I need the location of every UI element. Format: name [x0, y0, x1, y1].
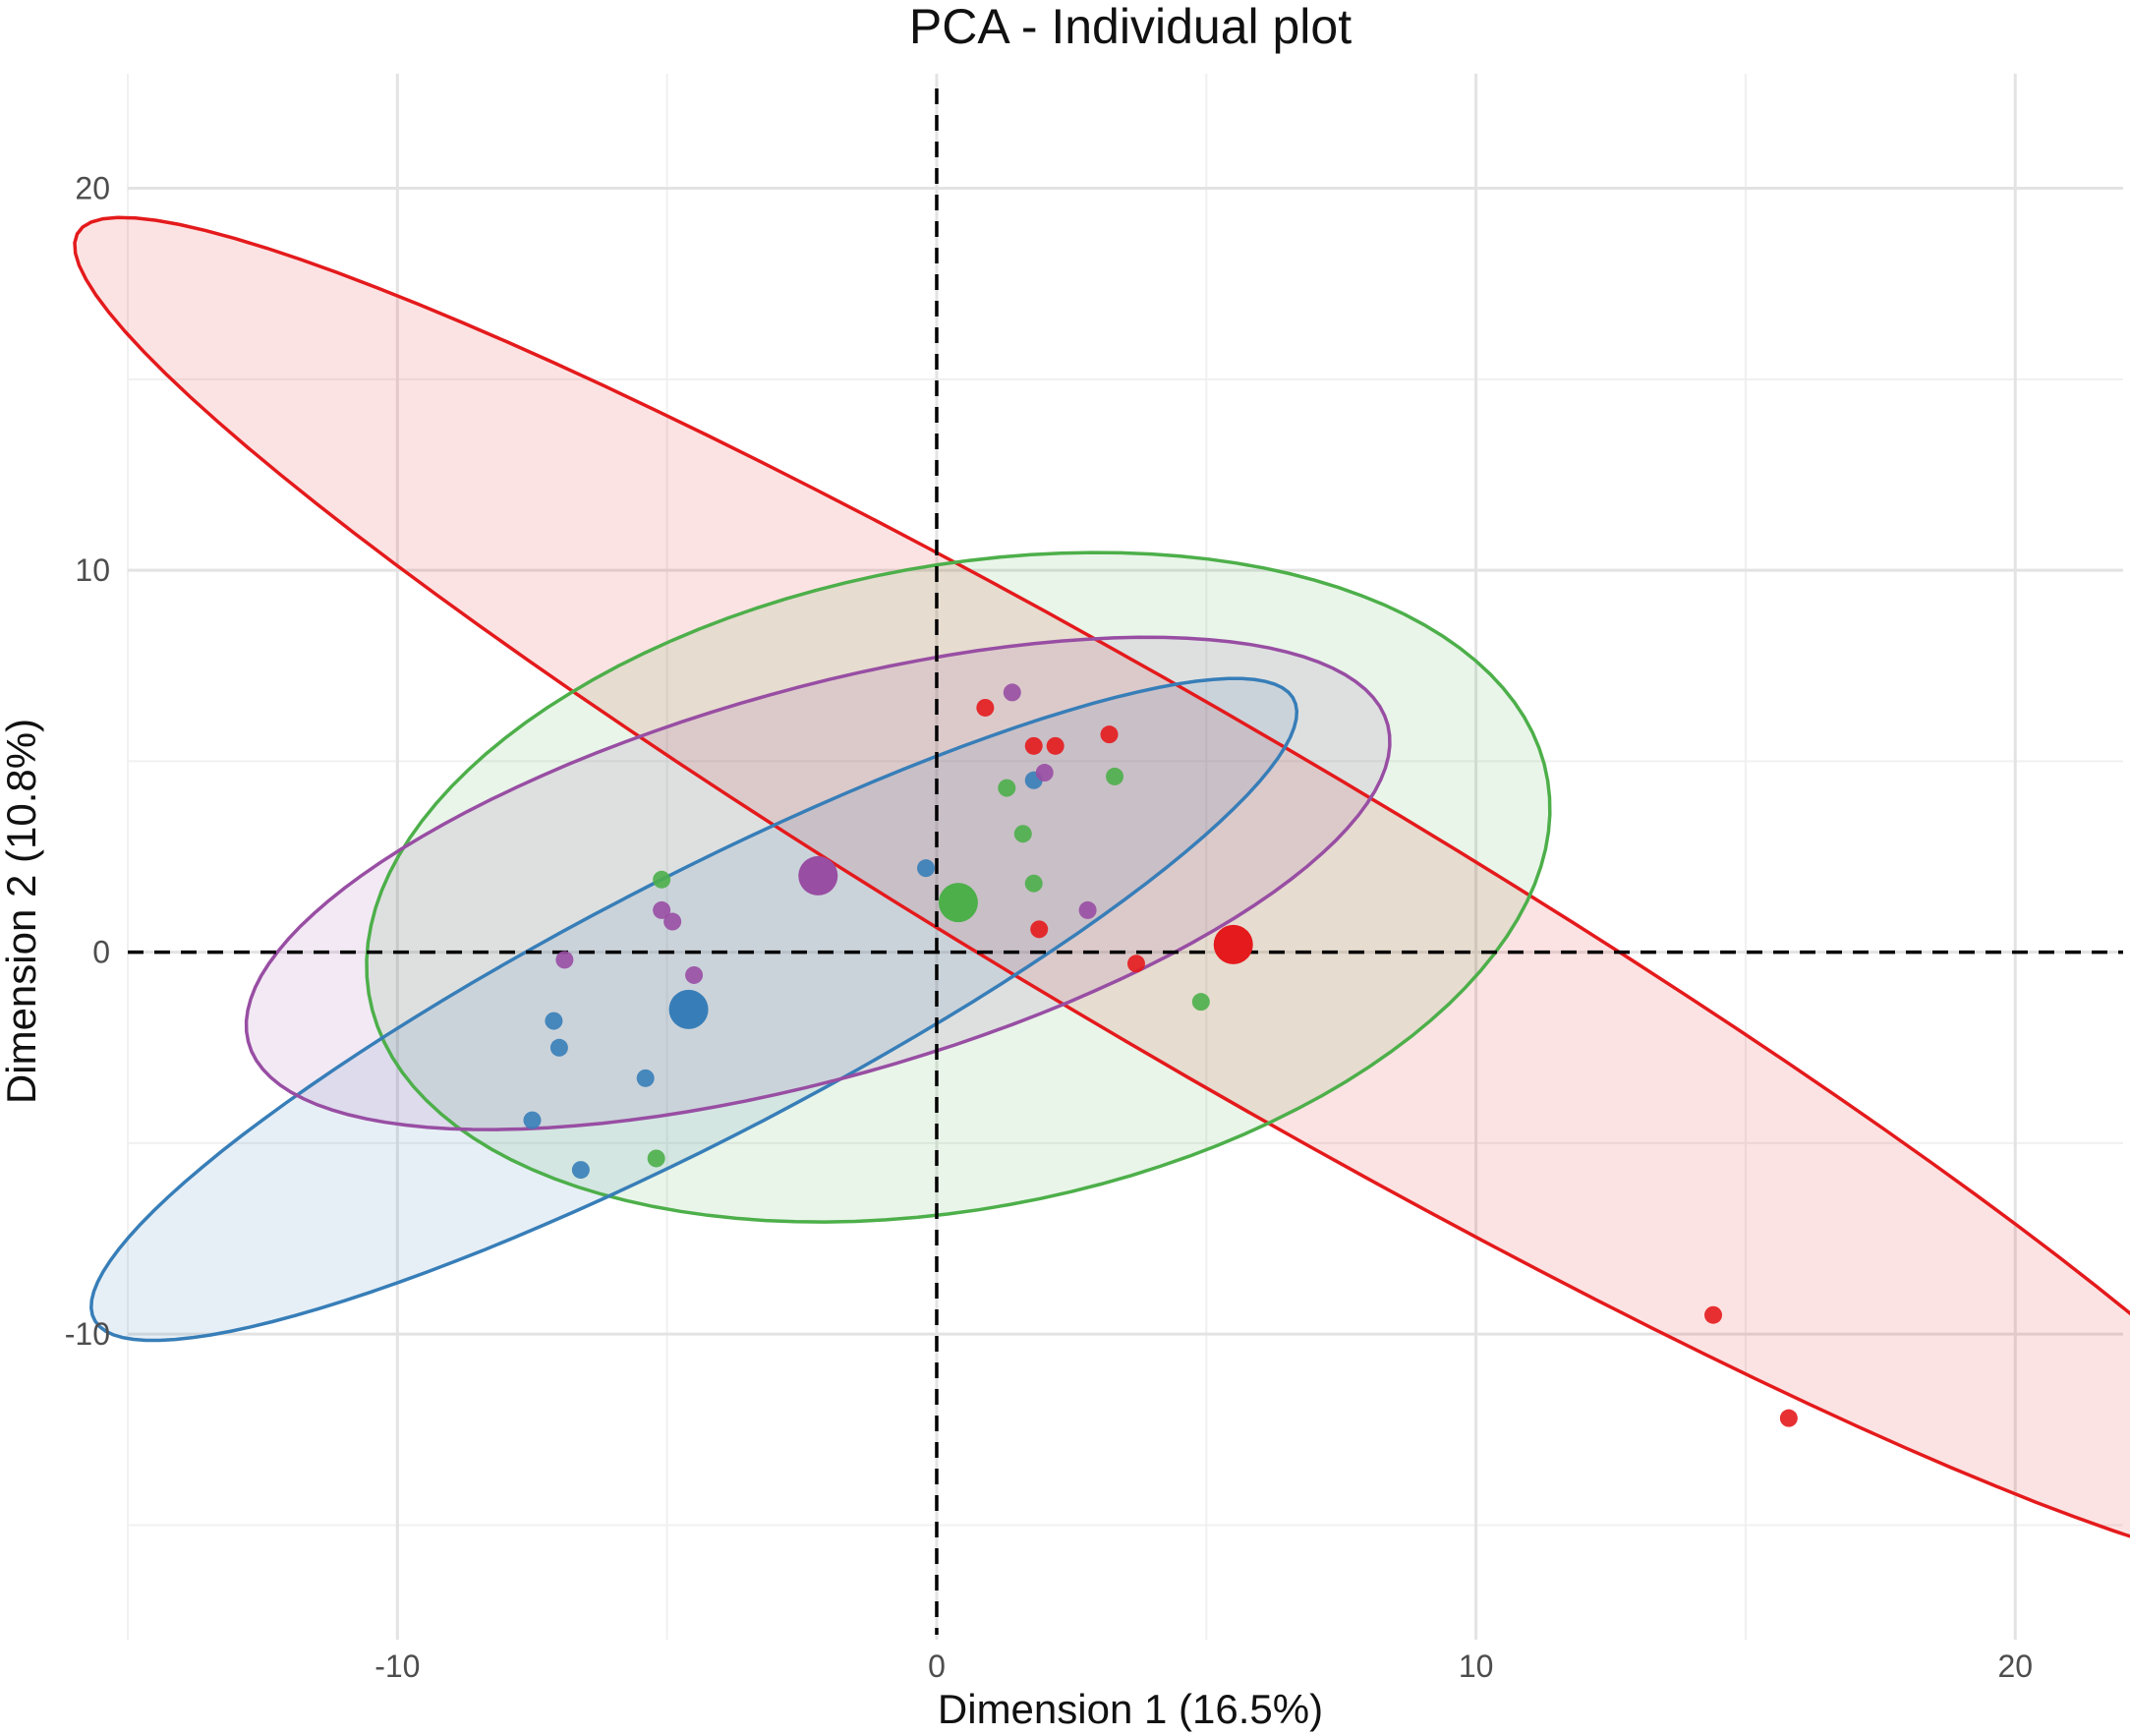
confidence-ellipses	[73, 215, 2130, 1538]
x-tick-label: 10	[1459, 1649, 1494, 1684]
y-tick-label: 0	[92, 935, 110, 970]
centroid-red	[1213, 924, 1253, 964]
point-green	[647, 1149, 665, 1168]
point-blue	[571, 1161, 590, 1180]
reference-lines	[128, 88, 2123, 1635]
point-purple	[555, 951, 574, 969]
point-purple	[1078, 900, 1097, 919]
x-tick-label: 20	[1997, 1649, 2033, 1684]
ellipse-red	[73, 215, 2130, 1538]
y-tick-label: 20	[75, 171, 110, 206]
point-blue	[523, 1111, 542, 1129]
point-green	[1013, 825, 1032, 843]
point-green	[1106, 767, 1124, 785]
point-red	[1046, 736, 1065, 755]
point-purple	[1035, 764, 1054, 782]
point-red	[1100, 725, 1119, 744]
point-blue	[545, 1012, 563, 1030]
ellipse-green	[365, 550, 1552, 1224]
ellipse-blue	[89, 676, 1299, 1343]
ellipse-fill-red	[75, 217, 2130, 1536]
x-tick-label: 0	[928, 1649, 946, 1684]
centroid-green	[938, 883, 978, 923]
chart-title: PCA - Individual plot	[909, 0, 1352, 54]
point-red	[1030, 920, 1049, 939]
grid-minor	[127, 74, 2123, 1640]
point-red	[1126, 955, 1145, 973]
point-green	[1024, 874, 1043, 893]
point-purple	[685, 965, 704, 984]
point-red	[1024, 736, 1043, 755]
ellipse-purple	[244, 635, 1392, 1131]
point-purple	[653, 900, 671, 919]
y-tick-label: 10	[75, 552, 110, 588]
point-red	[1779, 1409, 1798, 1427]
data-points	[523, 683, 1798, 1427]
centroid-purple	[798, 855, 838, 896]
point-purple	[663, 912, 682, 931]
centroid-blue	[668, 989, 709, 1029]
tick-labels: -10 0 10 20 -10 0 10 20	[65, 171, 2033, 1684]
y-axis-label: Dimension 2 (10.8%)	[0, 719, 44, 1104]
point-blue	[636, 1069, 655, 1087]
y-tick-label: -10	[65, 1316, 110, 1352]
point-blue	[549, 1038, 568, 1057]
x-axis-label: Dimension 1 (16.5%)	[938, 1686, 1323, 1732]
point-red	[1704, 1305, 1723, 1324]
point-purple	[1003, 683, 1021, 702]
point-green	[1191, 993, 1210, 1012]
x-tick-label: -10	[374, 1649, 420, 1684]
point-green	[653, 870, 671, 889]
point-blue	[917, 859, 935, 878]
point-red	[976, 698, 995, 717]
point-green	[998, 779, 1016, 797]
